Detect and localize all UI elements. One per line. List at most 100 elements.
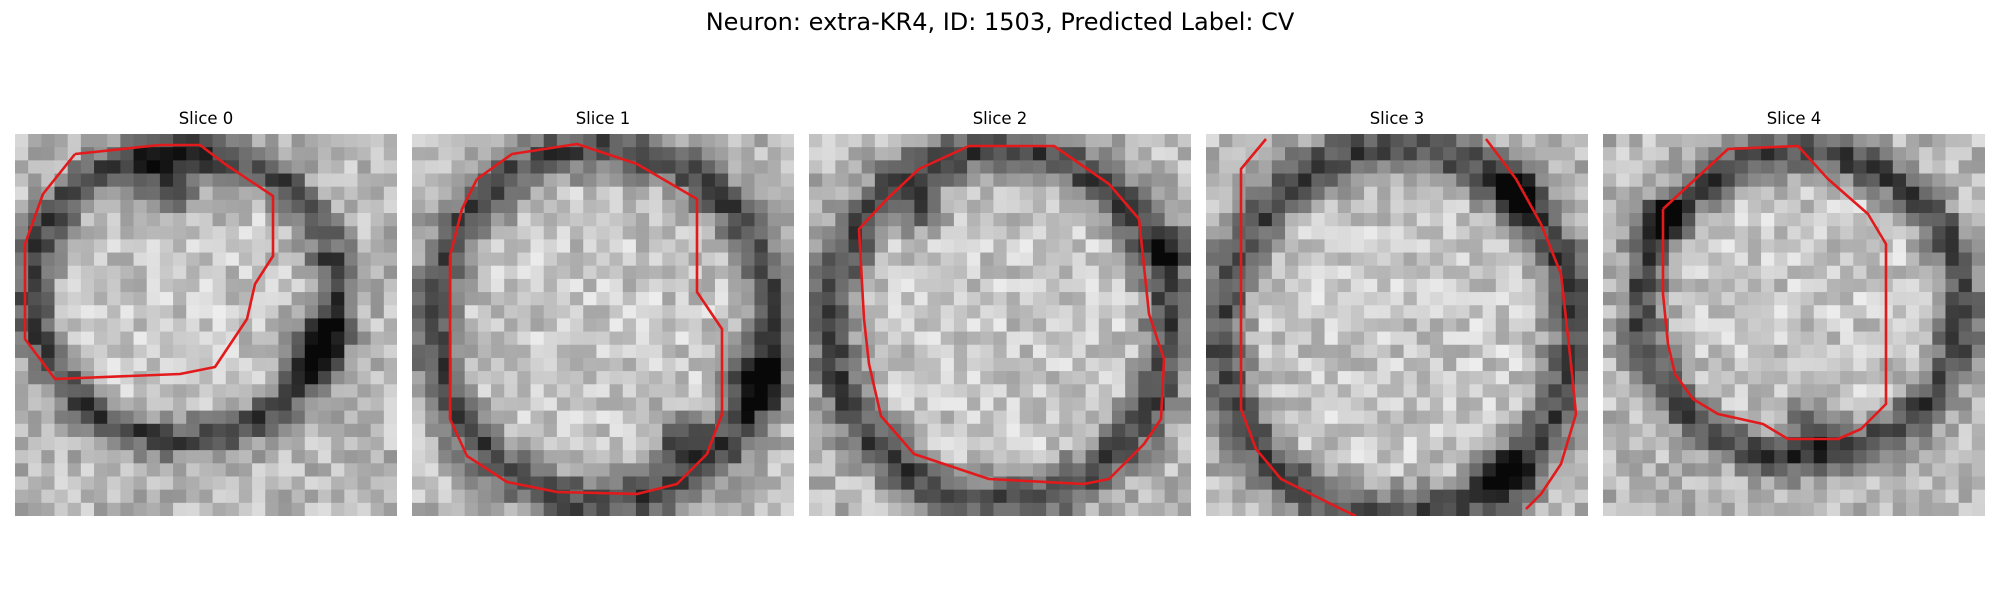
pixel	[1111, 318, 1126, 332]
pixel	[15, 476, 29, 491]
pixel	[304, 384, 319, 398]
pixel	[688, 397, 703, 412]
pixel	[1232, 463, 1246, 477]
pixel	[1111, 423, 1126, 438]
pixel	[1258, 318, 1273, 332]
pixel	[1800, 450, 1815, 464]
pixel	[1522, 160, 1536, 174]
pixel	[238, 397, 253, 412]
pixel	[331, 357, 345, 372]
pixel	[1151, 226, 1166, 240]
pixel	[291, 384, 306, 398]
pixel	[1561, 384, 1576, 398]
pixel	[570, 318, 584, 332]
pixel	[1721, 199, 1736, 214]
pixel	[835, 252, 849, 267]
pixel	[1245, 239, 1260, 253]
pixel	[953, 199, 968, 214]
pixel	[15, 357, 29, 372]
pixel	[451, 384, 466, 398]
pixel	[80, 199, 95, 214]
pixel	[1668, 173, 1683, 188]
pixel	[1747, 423, 1762, 438]
pixel	[822, 397, 836, 412]
pixel	[874, 344, 889, 359]
pixel	[1495, 502, 1510, 516]
pixel	[67, 384, 82, 398]
pixel	[1761, 463, 1775, 477]
pixel	[1232, 436, 1246, 451]
pixel	[15, 344, 29, 359]
pixel	[370, 213, 385, 227]
pixel	[1350, 423, 1365, 438]
pixel	[1324, 318, 1339, 332]
pixel	[888, 463, 902, 477]
pixel	[238, 199, 253, 214]
pixel	[291, 502, 306, 516]
pixel	[927, 331, 942, 346]
pixel	[1708, 489, 1722, 504]
pixel	[888, 331, 902, 346]
pixel	[1046, 450, 1060, 464]
pixel	[412, 213, 426, 227]
pixel	[1787, 278, 1801, 293]
pixel	[120, 186, 134, 201]
pixel	[953, 265, 968, 280]
pixel	[1866, 134, 1881, 148]
pixel	[252, 450, 266, 464]
pixel	[80, 384, 95, 398]
pixel	[1390, 476, 1404, 491]
pixel	[1495, 331, 1510, 346]
pixel	[596, 397, 610, 412]
pixel	[370, 410, 385, 425]
pixel	[1655, 502, 1670, 516]
pixel	[1971, 371, 1985, 385]
pixel	[767, 278, 782, 293]
pixel	[146, 278, 161, 293]
pixel	[504, 199, 518, 214]
pixel	[1548, 410, 1563, 425]
pixel	[517, 344, 531, 359]
pixel	[728, 502, 742, 516]
pixel	[967, 371, 981, 385]
pixel	[477, 278, 492, 293]
pixel	[212, 489, 227, 504]
pixel	[1311, 450, 1325, 464]
pixel	[822, 305, 836, 319]
pixel	[1469, 357, 1484, 372]
pixel	[530, 384, 545, 398]
pixel	[504, 252, 518, 267]
pixel	[609, 357, 624, 372]
pixel	[1059, 318, 1073, 332]
pixel	[186, 384, 200, 398]
pixel	[1429, 292, 1444, 306]
pixel	[67, 344, 82, 359]
pixel	[1046, 292, 1060, 306]
pixel	[1164, 186, 1179, 201]
pixel	[780, 186, 794, 201]
pixel	[888, 397, 902, 412]
pixel	[914, 265, 928, 280]
pixel	[412, 199, 426, 214]
pixel	[1245, 160, 1260, 174]
pixel	[425, 199, 439, 214]
pixel	[1232, 305, 1246, 319]
pixel	[28, 476, 42, 491]
pixel	[199, 489, 213, 504]
pixel	[41, 278, 55, 293]
pixel	[159, 186, 174, 201]
pixel	[861, 134, 876, 148]
pixel	[767, 147, 782, 161]
pixel	[1271, 371, 1286, 385]
pixel	[967, 226, 981, 240]
pixel	[1072, 384, 1087, 398]
pixel	[1403, 199, 1418, 214]
pixel	[1774, 463, 1788, 477]
pixel	[728, 305, 742, 319]
pixel	[1443, 463, 1457, 477]
pixel	[1932, 371, 1946, 385]
pixel	[212, 292, 227, 306]
pixel	[1111, 252, 1126, 267]
pixel	[1905, 344, 1920, 359]
pixel	[107, 450, 121, 464]
